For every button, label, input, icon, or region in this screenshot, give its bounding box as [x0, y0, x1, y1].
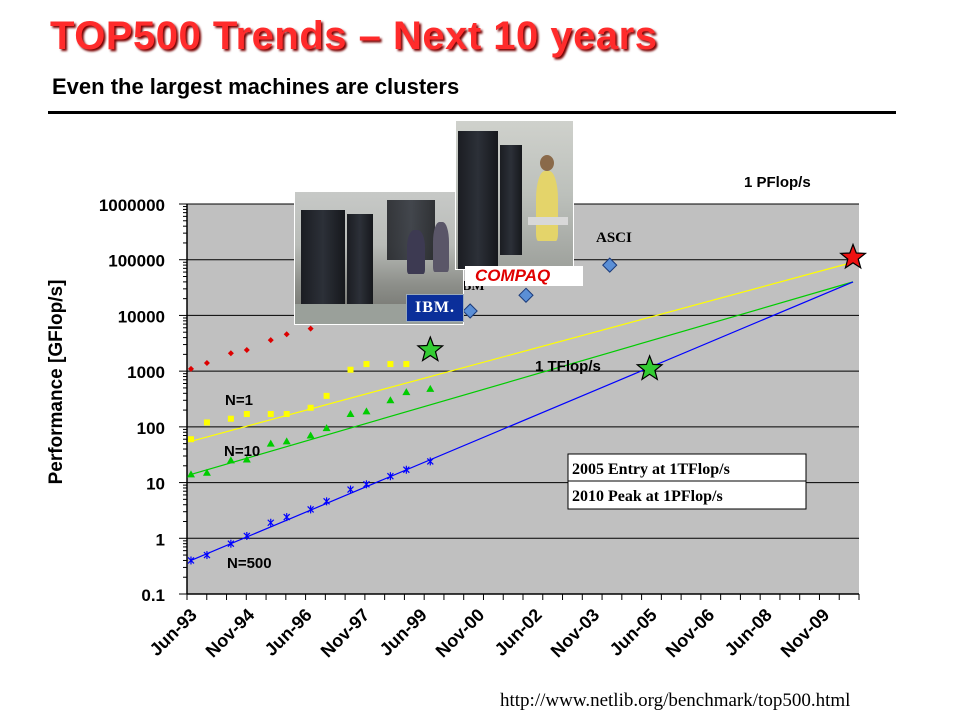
point-n1: [243, 411, 250, 418]
annotation-line-2: 2010 Peak at 1PFlop/s: [572, 488, 723, 505]
annotation-box: 2005 Entry at 1TFlop/s 2010 Peak at 1PFl…: [567, 453, 807, 510]
point-n500: [267, 518, 275, 527]
label-n1: N=1: [225, 392, 253, 409]
point-n10: [426, 384, 435, 392]
annotation-line-1: 2005 Entry at 1TFlop/s: [572, 461, 730, 478]
ibm-logo: IBM.: [406, 294, 464, 322]
operator-photo: [455, 120, 574, 270]
slide-subtitle: Even the largest machines are clusters: [52, 74, 460, 99]
point-sum: [203, 360, 210, 367]
y-axis-label: Performance [GFlop/s]: [46, 279, 67, 485]
x-tick-label: Nov-06: [662, 605, 719, 662]
point-n500: [323, 497, 331, 506]
y-tick-label: 1: [156, 530, 165, 549]
trendline-n1: [190, 261, 854, 442]
point-n10: [282, 437, 291, 445]
title-underline: [48, 111, 896, 114]
x-tick-label: Jun-93: [146, 605, 201, 660]
point-asci: [462, 303, 478, 319]
point-sum: [307, 325, 314, 332]
point-n500: [307, 505, 315, 514]
point-n1: [203, 419, 210, 426]
point-n10: [266, 439, 275, 447]
label-tflop: 1 TFlop/s: [535, 358, 601, 375]
point-n10: [186, 470, 195, 478]
y-tick-label: 1000000: [99, 196, 165, 215]
x-tick-label: Nov-97: [317, 605, 374, 662]
point-n500: [203, 551, 211, 560]
point-n500: [386, 472, 394, 481]
point-n1: [387, 361, 394, 368]
point-asci: [602, 257, 618, 273]
point-n500: [283, 513, 291, 522]
point-n10: [402, 388, 411, 396]
x-tick-label: Nov-03: [547, 605, 604, 662]
y-tick-label: 10000: [118, 307, 165, 326]
point-n10: [306, 431, 315, 439]
source-url: http://www.netlib.org/benchmark/top500.h…: [500, 690, 851, 711]
x-tick-label: Jun-05: [606, 605, 661, 660]
trendline-n10: [190, 281, 854, 476]
y-tick-label: 1000: [127, 363, 165, 382]
x-tick-label: Jun-99: [376, 605, 431, 660]
point-n10: [362, 407, 371, 415]
star-marker: [635, 354, 664, 381]
x-tick-label: Jun-08: [721, 605, 776, 660]
point-n500: [402, 465, 410, 474]
point-sum: [243, 346, 250, 353]
point-sum: [227, 350, 234, 357]
star-marker: [839, 242, 868, 270]
point-n1: [283, 411, 290, 418]
point-n1: [267, 411, 274, 418]
label-n10: N=10: [224, 443, 260, 460]
x-tick-label: Nov-94: [202, 605, 259, 662]
label-asci: ASCI: [596, 230, 632, 246]
point-n10: [226, 456, 235, 464]
x-tick-label: Nov-00: [432, 605, 489, 662]
point-n10: [202, 468, 211, 476]
point-n10: [242, 455, 251, 463]
compaq-logo: COMPAQ: [465, 266, 583, 286]
star-marker: [416, 335, 445, 362]
point-n1: [347, 366, 354, 373]
y-tick-label: 10: [146, 475, 165, 494]
label-pflop: 1 PFlop/s: [744, 174, 811, 191]
point-n10: [322, 424, 331, 432]
slide-title: TOP500 Trends – Next 10 years: [50, 14, 658, 58]
point-asci: [518, 287, 534, 303]
point-n500: [347, 485, 354, 494]
point-n500: [363, 480, 370, 489]
point-sum: [283, 331, 290, 338]
y-tick-label: 0.1: [141, 586, 165, 605]
point-n500: [426, 457, 434, 466]
x-tick-label: Jun-02: [491, 605, 546, 660]
point-n500: [227, 539, 235, 548]
point-n1: [323, 392, 330, 399]
point-n1: [227, 415, 234, 422]
point-n1: [307, 404, 314, 411]
x-tick-label: Jun-96: [261, 605, 316, 660]
point-n1: [363, 361, 370, 368]
point-n10: [386, 396, 395, 404]
point-sum: [267, 337, 274, 344]
point-n10: [346, 410, 355, 418]
y-tick-label: 100000: [108, 252, 165, 271]
point-n500: [243, 531, 251, 540]
point-n1: [403, 361, 410, 368]
point-sum: [187, 365, 194, 372]
point-n500: [187, 556, 195, 565]
y-tick-label: 100: [137, 419, 165, 438]
trendline-n500: [190, 281, 854, 562]
point-n1: [187, 436, 194, 443]
label-n500: N=500: [227, 555, 272, 572]
x-tick-label: Nov-09: [777, 605, 834, 662]
